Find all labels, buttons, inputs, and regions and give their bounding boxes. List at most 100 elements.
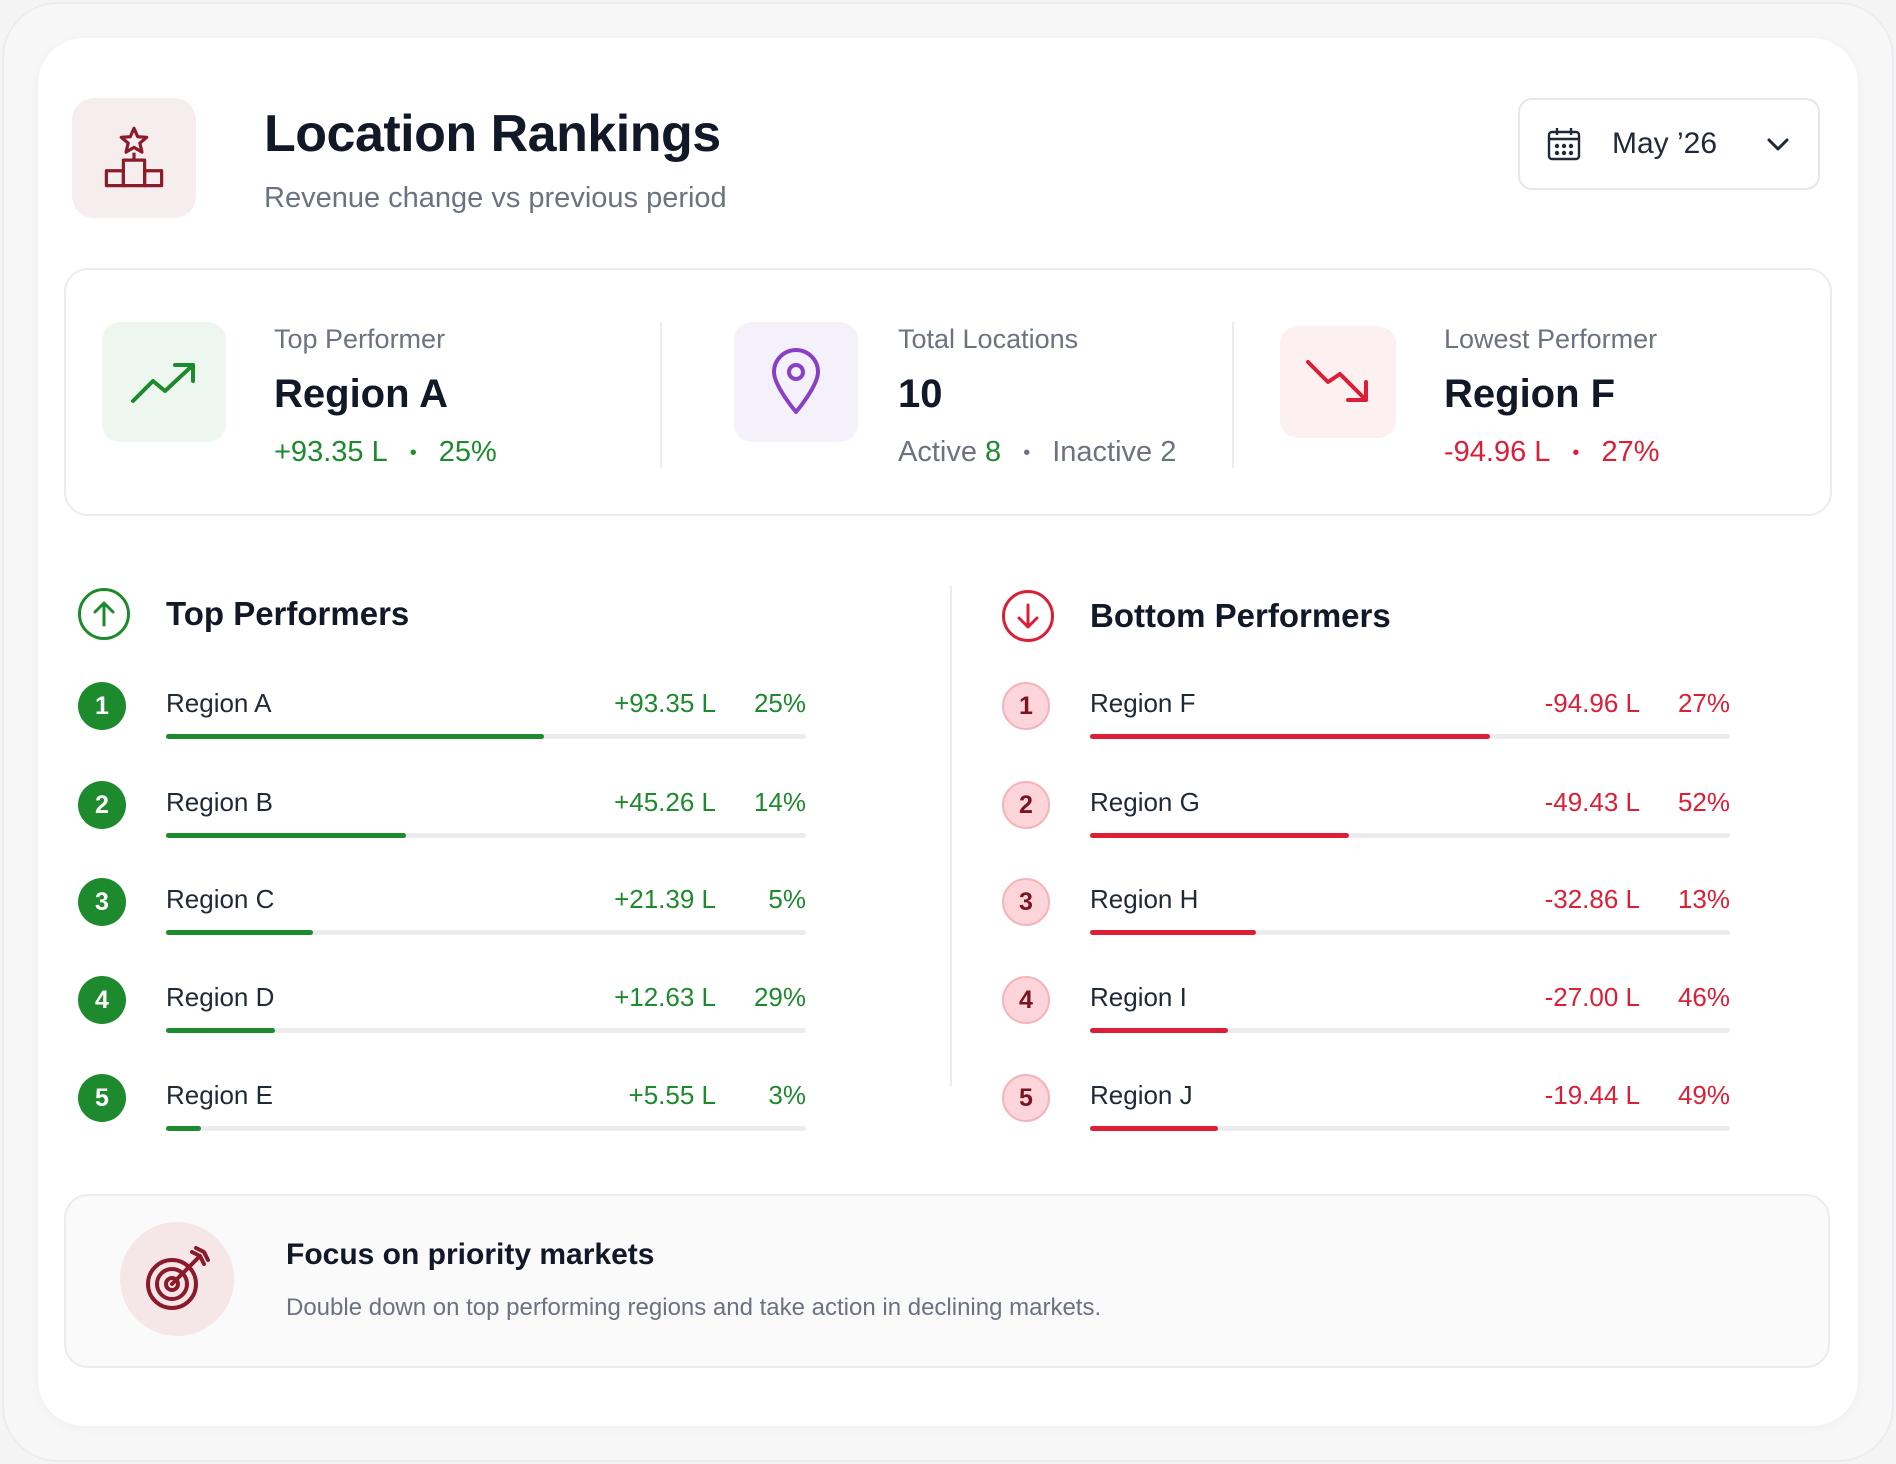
revenue-change: +93.35 L: [614, 688, 716, 718]
ranking-row[interactable]: 2 Region B +45.26 L 14%: [78, 769, 806, 849]
change-percent: 52%: [1677, 787, 1730, 817]
lowest-performer-change-line: -94.96 L • 27%: [1444, 436, 1659, 469]
change-percent: 46%: [1677, 982, 1730, 1012]
revenue-change: -27.00 L: [1544, 982, 1640, 1012]
progress-fill: [166, 833, 406, 838]
bottom-performers-title: Bottom Performers: [1090, 597, 1391, 634]
region-name: Region D: [166, 982, 275, 1012]
change-percent: 13%: [1677, 884, 1730, 914]
change-percent: 14%: [753, 787, 806, 817]
region-name: Region E: [166, 1080, 273, 1110]
locations-status-line: Active 8 • Inactive 2: [898, 436, 1176, 469]
revenue-change: -19.44 L: [1544, 1080, 1640, 1110]
ranking-row[interactable]: 5 Region E +5.55 L 3%: [78, 1062, 806, 1142]
lowest-performer-stat: Lowest Performer Region F -94.96 L • 27%: [1236, 270, 1832, 514]
inactive-count: 2: [1160, 436, 1177, 468]
ranking-row[interactable]: 5 Region J -19.44 L 49%: [1002, 1062, 1730, 1142]
rank-badge: 2: [78, 781, 126, 829]
progress-fill: [1090, 1126, 1218, 1131]
revenue-change: +45.26 L: [614, 787, 716, 817]
revenue-change: -94.96 L: [1544, 688, 1640, 718]
progress-track: [1090, 734, 1730, 739]
change-percent: 49%: [1677, 1080, 1730, 1110]
ranking-row[interactable]: 1 Region F -94.96 L 27%: [1002, 670, 1730, 750]
top-performer-change-line: +93.35 L • 25%: [274, 436, 497, 469]
rank-badge: 4: [1002, 976, 1050, 1024]
progress-fill: [166, 734, 544, 739]
ranking-row[interactable]: 3 Region C +21.39 L 5%: [78, 866, 806, 946]
trending-down-icon: [1280, 326, 1396, 438]
progress-fill: [1090, 1028, 1228, 1033]
ranking-row[interactable]: 1 Region A +93.35 L 25%: [78, 670, 806, 750]
arrow-down-icon: [1002, 590, 1054, 642]
change-percent: 29%: [753, 982, 806, 1012]
active-count: 8: [985, 436, 1002, 468]
progress-track: [166, 930, 806, 935]
revenue-change: -32.86 L: [1544, 884, 1640, 914]
date-period-label: May ’26: [1612, 127, 1718, 160]
lowest-performer-label: Lowest Performer: [1444, 324, 1658, 354]
rank-badge: 4: [78, 976, 126, 1024]
trending-up-icon: [102, 322, 226, 442]
revenue-change: +21.39 L: [614, 884, 716, 914]
total-locations-value: 10: [898, 372, 943, 416]
rank-badge: 3: [78, 878, 126, 926]
separator-dot: •: [1572, 441, 1580, 464]
revenue-change: +12.63 L: [614, 982, 716, 1012]
progress-track: [1090, 833, 1730, 838]
change-percent: 5%: [768, 884, 806, 914]
page-subtitle: Revenue change vs previous period: [264, 182, 727, 214]
rank-badge: 5: [78, 1074, 126, 1122]
top-performer-pct: 25%: [438, 436, 497, 468]
change-percent: 3%: [768, 1080, 806, 1110]
ranking-row[interactable]: 4 Region D +12.63 L 29%: [78, 964, 806, 1044]
top-performer-change: +93.35 L: [274, 436, 388, 468]
separator-dot: •: [1023, 441, 1031, 464]
stat-divider: [1232, 322, 1234, 468]
progress-fill: [166, 930, 314, 935]
region-name: Region F: [1090, 688, 1196, 718]
revenue-change: -49.43 L: [1544, 787, 1640, 817]
calendar-icon: [1547, 128, 1581, 161]
map-pin-icon: [734, 322, 858, 442]
page-title: Location Rankings: [264, 105, 721, 163]
rank-badge: 1: [1002, 682, 1050, 730]
top-performer-value: Region A: [274, 372, 449, 416]
progress-track: [166, 734, 806, 739]
arrow-up-icon: [78, 588, 130, 640]
region-name: Region C: [166, 884, 275, 914]
date-period-dropdown[interactable]: May ’26: [1518, 98, 1820, 190]
region-name: Region I: [1090, 982, 1187, 1012]
progress-fill: [1090, 734, 1490, 739]
rankings-card: Location Rankings Revenue change vs prev…: [38, 38, 1858, 1426]
progress-track: [166, 833, 806, 838]
stat-divider: [660, 322, 662, 468]
target-arrow-icon: [120, 1222, 234, 1336]
ranking-row[interactable]: 3 Region H -32.86 L 13%: [1002, 866, 1730, 946]
progress-track: [166, 1126, 806, 1131]
lowest-performer-pct: 27%: [1601, 436, 1660, 468]
ranking-row[interactable]: 4 Region I -27.00 L 46%: [1002, 964, 1730, 1044]
ranking-row[interactable]: 2 Region G -49.43 L 52%: [1002, 769, 1730, 849]
rank-badge: 2: [1002, 781, 1050, 829]
progress-fill: [166, 1126, 202, 1131]
podium-star-icon: [72, 98, 196, 218]
revenue-change: +5.55 L: [628, 1080, 716, 1110]
insight-text: Double down on top performing regions an…: [286, 1294, 1102, 1321]
progress-fill: [1090, 930, 1257, 935]
chevron-down-icon: [1767, 138, 1789, 151]
inactive-label: Inactive: [1052, 436, 1153, 468]
region-name: Region B: [166, 787, 273, 817]
progress-track: [1090, 1126, 1730, 1131]
region-name: Region H: [1090, 884, 1199, 914]
region-name: Region J: [1090, 1080, 1193, 1110]
lowest-performer-value: Region F: [1444, 372, 1616, 416]
progress-track: [1090, 930, 1730, 935]
progress-track: [1090, 1028, 1730, 1033]
top-performers-header: Top Performers: [78, 588, 409, 640]
progress-fill: [1090, 833, 1350, 838]
bottom-performers-header: Bottom Performers: [1002, 590, 1391, 642]
progress-track: [166, 1028, 806, 1033]
region-name: Region A: [166, 688, 272, 718]
change-percent: 25%: [753, 688, 806, 718]
